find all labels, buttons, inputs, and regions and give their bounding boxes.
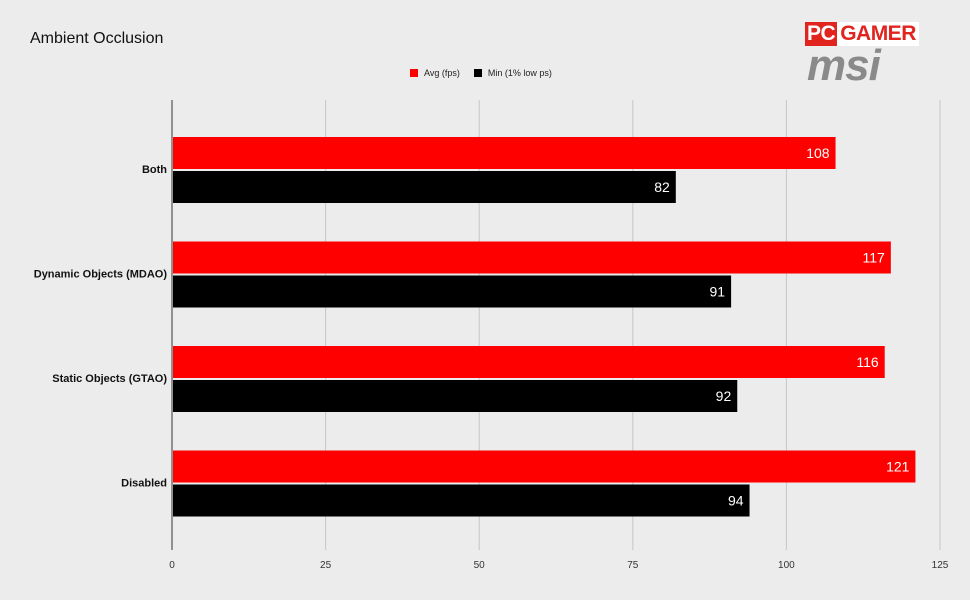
- data-label-min: 94: [728, 493, 744, 509]
- x-tick-label: 100: [778, 560, 795, 571]
- category-label: Both: [142, 164, 167, 176]
- data-label-min: 91: [710, 284, 726, 300]
- x-tick-label: 0: [169, 560, 175, 571]
- bar-avg: [173, 241, 891, 274]
- bar-min: [173, 171, 676, 203]
- x-tick-label: 25: [320, 560, 332, 571]
- pc-gamer-logo-gamer: GAMER: [837, 22, 919, 46]
- msi-logo: msi: [807, 41, 881, 90]
- x-tick-label: 50: [474, 560, 486, 571]
- legend-swatch-min: [473, 69, 482, 77]
- legend-label-min: Min (1% low ps): [487, 68, 552, 78]
- bar-min: [173, 275, 732, 308]
- category-label: Dynamic Objects (MDAO): [34, 269, 168, 281]
- legend: Avg (fps) Min (1% low ps): [410, 68, 566, 78]
- bar-avg: [173, 450, 916, 483]
- category-label: Disabled: [121, 478, 167, 490]
- x-tick-label: 75: [627, 560, 639, 571]
- data-label-avg: 117: [863, 250, 886, 266]
- data-label-min: 82: [654, 179, 670, 195]
- legend-swatch-avg: [410, 69, 418, 77]
- bar-avg: [173, 137, 836, 169]
- bar-avg: [173, 346, 885, 378]
- brand-logo: PC GAMER msi: [805, 22, 933, 88]
- legend-item-min: Min (1% low ps): [473, 68, 552, 78]
- data-label-avg: 108: [806, 145, 830, 161]
- legend-label-avg: Avg (fps): [424, 68, 460, 78]
- data-label-min: 92: [716, 388, 732, 404]
- x-tick-label: 125: [932, 560, 949, 571]
- data-label-avg: 121: [886, 459, 910, 475]
- pc-gamer-logo: PC GAMER: [805, 22, 919, 46]
- legend-item-avg: Avg (fps): [410, 68, 460, 78]
- pc-gamer-logo-pc: PC: [805, 22, 838, 46]
- category-label: Static Objects (GTAO): [52, 373, 167, 385]
- data-label-avg: 116: [856, 354, 879, 370]
- bar-min: [173, 484, 750, 517]
- bar-min: [173, 380, 738, 412]
- chart-title: Ambient Occlusion: [30, 30, 164, 47]
